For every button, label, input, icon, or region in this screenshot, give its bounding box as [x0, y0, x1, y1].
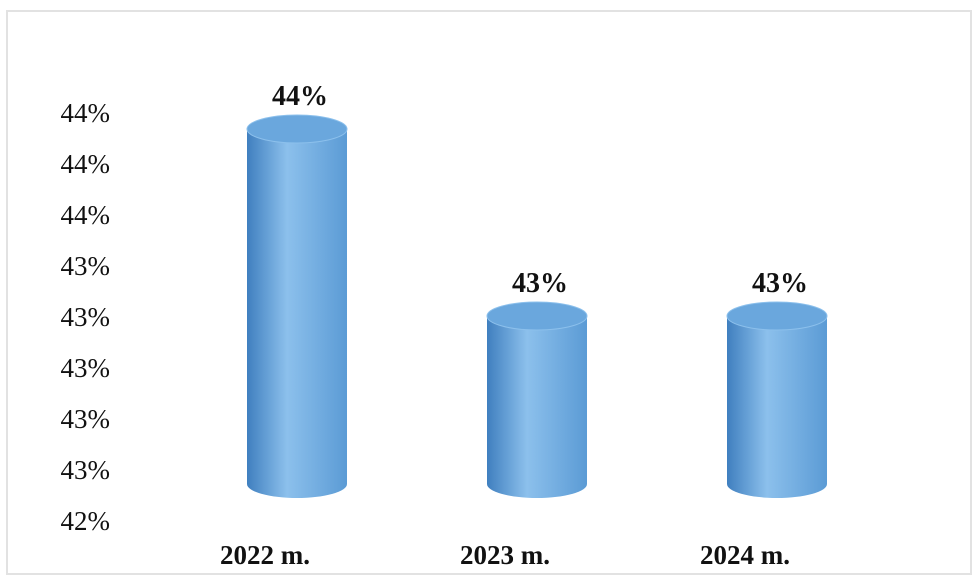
x-category-label: 2024 m.: [700, 540, 790, 570]
bar: [726, 301, 828, 498]
y-tick-label: 43%: [61, 302, 111, 332]
data-label: 44%: [272, 81, 328, 112]
bar-body: [727, 316, 827, 498]
bars: 44% 43% 43%: [246, 81, 828, 498]
y-tick-label: 43%: [61, 404, 111, 434]
bar-top: [486, 301, 588, 331]
bar: [486, 301, 588, 498]
bar-body: [487, 316, 587, 498]
data-label: 43%: [752, 268, 808, 299]
y-tick-label: 43%: [61, 251, 111, 281]
y-tick-label: 44%: [61, 200, 111, 230]
y-tick-label: 43%: [61, 455, 111, 485]
x-category-label: 2023 m.: [460, 540, 550, 570]
bar-top: [246, 114, 348, 144]
y-tick-label: 43%: [61, 353, 111, 383]
y-tick-label: 44%: [61, 98, 111, 128]
bar-top: [726, 301, 828, 331]
data-label: 43%: [512, 268, 568, 299]
y-tick-label: 42%: [61, 506, 111, 536]
y-tick-label: 44%: [61, 149, 111, 179]
x-axis: 2022 m. 2023 m. 2024 m.: [220, 540, 790, 570]
y-axis: 42% 43% 43% 43% 43% 43% 44% 44% 44%: [61, 98, 111, 536]
bar: [246, 114, 348, 498]
x-category-label: 2022 m.: [220, 540, 310, 570]
bar-body: [247, 129, 347, 498]
